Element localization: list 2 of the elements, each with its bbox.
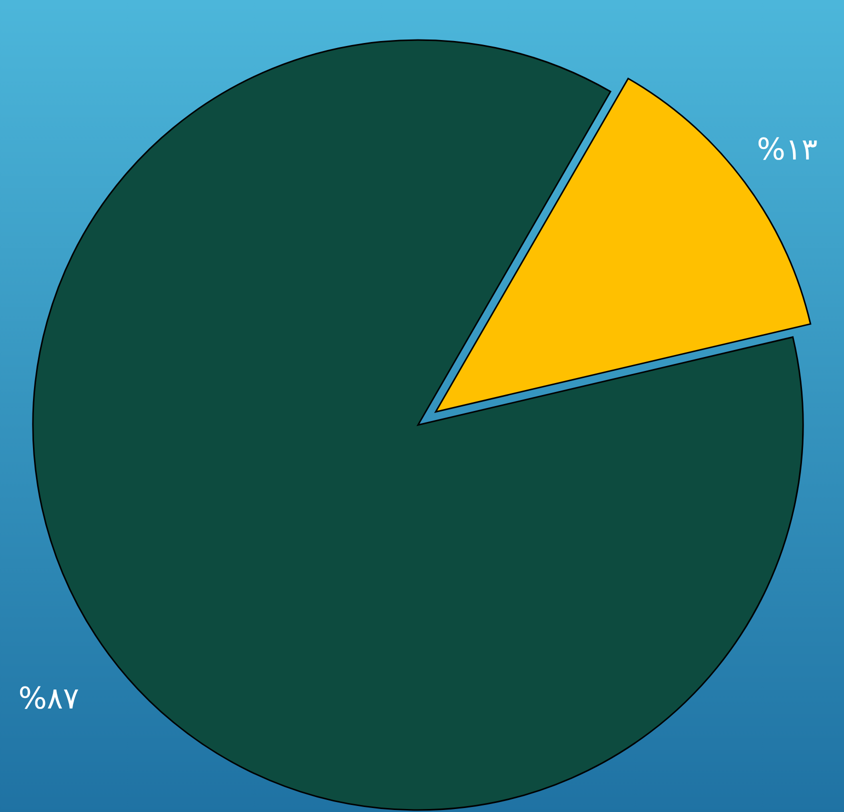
- data-label: %۱۳: [756, 132, 818, 168]
- data-label: %۸۷: [18, 681, 80, 716]
